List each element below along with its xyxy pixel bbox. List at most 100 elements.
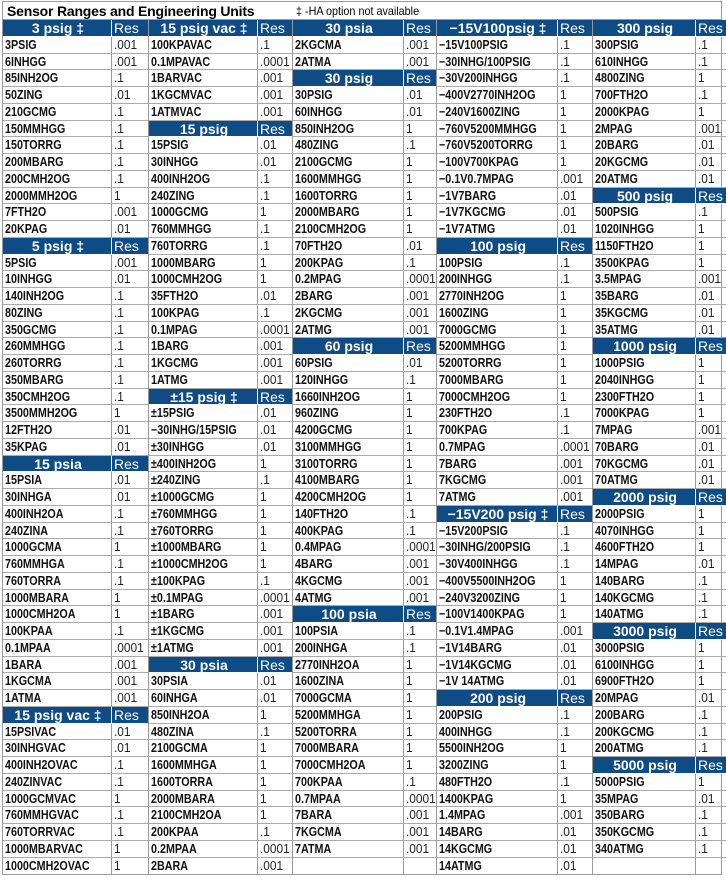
unit-code-cell: 760MMHGA — [3, 556, 111, 572]
unit-code-text: 200 psig — [469, 690, 527, 706]
table-row: 5500INH2OG 1 — [437, 740, 592, 757]
table-row: −0.1V1.4MPAG .001 — [437, 623, 592, 640]
resolution-cell: .001 — [111, 656, 148, 673]
resolution-text: .01 — [114, 473, 131, 488]
unit-code-text: 2ATMG — [295, 322, 332, 337]
table-row: 20ATMG .01 — [593, 170, 726, 188]
table-row: 610INHGG .1 — [593, 53, 726, 71]
resolution-cell: 1 — [403, 740, 436, 756]
unit-code-cell: 7000MBARA — [293, 740, 403, 756]
unit-code-text: ±1ATMG — [151, 640, 194, 655]
table-row: 100KPAA .1 — [3, 623, 148, 640]
unit-code-text: 2000PSIG — [595, 506, 645, 521]
resolution-text: .1 — [114, 808, 124, 823]
resolution-text: 1 — [260, 506, 267, 521]
unit-code-cell: 400INH2OG — [149, 171, 257, 187]
table-row: 760TORRA .1 — [3, 572, 148, 590]
resolution-cell: 1 — [257, 271, 292, 287]
unit-code-cell: 2ATMG — [293, 322, 403, 338]
unit-code-text: 0.7MPAA — [295, 791, 341, 806]
table-row: 70KGCMG .01 — [593, 455, 726, 473]
table-row: 2KGCMG .001 — [293, 304, 436, 322]
table-row: 1600MMHGA 1 — [149, 757, 292, 774]
resolution-text: 1 — [406, 707, 413, 722]
resolution-cell: 1 — [111, 840, 148, 857]
resolution-text: .1 — [114, 71, 124, 86]
unit-code-text: 1600TORRA — [151, 774, 213, 789]
unit-code-text: 340ATMG — [595, 841, 644, 856]
table-row: 100KPAG .1 — [149, 304, 292, 322]
unit-code-cell: 3500KPAG — [593, 255, 695, 271]
resolution-text: 1 — [260, 456, 267, 471]
unit-code-text: 300 psig — [616, 20, 674, 36]
range-group-header: ±15 psig ‡ Res — [149, 388, 292, 406]
resolution-text: 1 — [406, 758, 413, 772]
table-row: 70ATMG .01 — [593, 472, 726, 489]
unit-code-cell: 1ATMA — [3, 690, 111, 706]
unit-code-text: 230FTH2O — [439, 406, 493, 421]
unit-code-cell: −0.1V0.7MPAG — [437, 171, 557, 187]
unit-code-text: 5200TORRG — [439, 356, 502, 370]
unit-code-text: 120INHGG — [295, 372, 349, 387]
resolution-cell: 1 — [403, 472, 436, 488]
resolution-text: 1 — [560, 138, 567, 153]
table-row: 2ATMG .001 — [293, 321, 436, 339]
resolution-cell: 1 — [111, 539, 148, 555]
table-row: 200INHGG .1 — [437, 271, 592, 288]
table-row: 7000MBARA 1 — [293, 740, 436, 757]
unit-code-text: 1400KPAG — [439, 791, 494, 806]
unit-code-cell: 0.2MPAG — [293, 271, 403, 287]
resolution-text: .01 — [698, 171, 715, 186]
unit-code-text: 480ZING — [295, 138, 339, 153]
resolution-text: .1 — [560, 272, 570, 287]
resolution-cell: .01 — [695, 304, 726, 321]
table-row: 340ATMG .1 — [593, 840, 726, 858]
unit-code-cell: 7MPAG — [593, 422, 695, 438]
table-row: −30V200INHGG .1 — [437, 70, 592, 87]
table-row: 0.1MPAA .0001 — [3, 639, 148, 657]
resolution-cell: .1 — [403, 371, 436, 388]
unit-code-cell: 60INHGA — [149, 690, 257, 706]
resolution-cell: .001 — [257, 639, 292, 656]
resolution-text: 1 — [406, 171, 413, 186]
resolution-cell: 1 — [111, 187, 148, 204]
unit-code-text: 2040INHGG — [595, 372, 655, 387]
resolution-cell: 1 — [257, 539, 292, 555]
resolution-cell: .001 — [257, 355, 292, 371]
table-row: ±1000MBARG 1 — [149, 539, 292, 556]
resolution-text: 1 — [406, 456, 413, 471]
res-header: Res — [111, 20, 148, 36]
resolution-cell: 1 — [257, 757, 292, 773]
table-row: 760MMHGA .1 — [3, 556, 148, 573]
unit-code-cell: 1KGCMA — [3, 673, 111, 689]
unit-code-text: 7FTH2O — [5, 205, 47, 220]
resolution-cell: .01 — [403, 103, 436, 120]
table-row: 100PSIA .1 — [293, 623, 436, 640]
unit-code-text: 100PSIG — [439, 255, 483, 270]
unit-code-cell: 850INH2OA — [149, 707, 257, 723]
unit-code-cell: ±1BARG — [149, 606, 257, 622]
resolution-text: .001 — [114, 205, 138, 220]
unit-code-text: 240ZING — [151, 188, 195, 203]
unit-code-cell: −240V3200ZING — [437, 590, 557, 606]
unit-code-cell: 20ATMG — [593, 171, 695, 187]
range-title: 15 psig — [149, 121, 257, 137]
resolution-text: .1 — [698, 573, 708, 588]
unit-code-text: 1000MBARA — [5, 590, 69, 605]
table-row: 7MPAG .001 — [593, 422, 726, 439]
resolution-cell: .01 — [557, 656, 592, 673]
resolution-cell: .001 — [403, 807, 436, 823]
unit-code-text: 5PSIG — [5, 255, 37, 270]
unit-code-cell: 100PSIA — [293, 623, 403, 639]
unit-code-text: 0.1MPAA — [5, 640, 51, 655]
unit-code-cell: −1V7ATMG — [437, 221, 557, 237]
resolution-text: .001 — [260, 339, 284, 354]
resolution-cell: 1 — [557, 304, 592, 321]
unit-code-text: 350MBARG — [5, 372, 64, 387]
resolution-cell: 1 — [695, 237, 726, 254]
resolution-cell: .1 — [695, 53, 726, 70]
resolution-text: .1 — [260, 573, 270, 588]
resolution-cell: .1 — [403, 137, 436, 153]
table-row: ±1BARG .001 — [149, 606, 292, 623]
unit-code-text: 350GCMG — [5, 322, 57, 337]
